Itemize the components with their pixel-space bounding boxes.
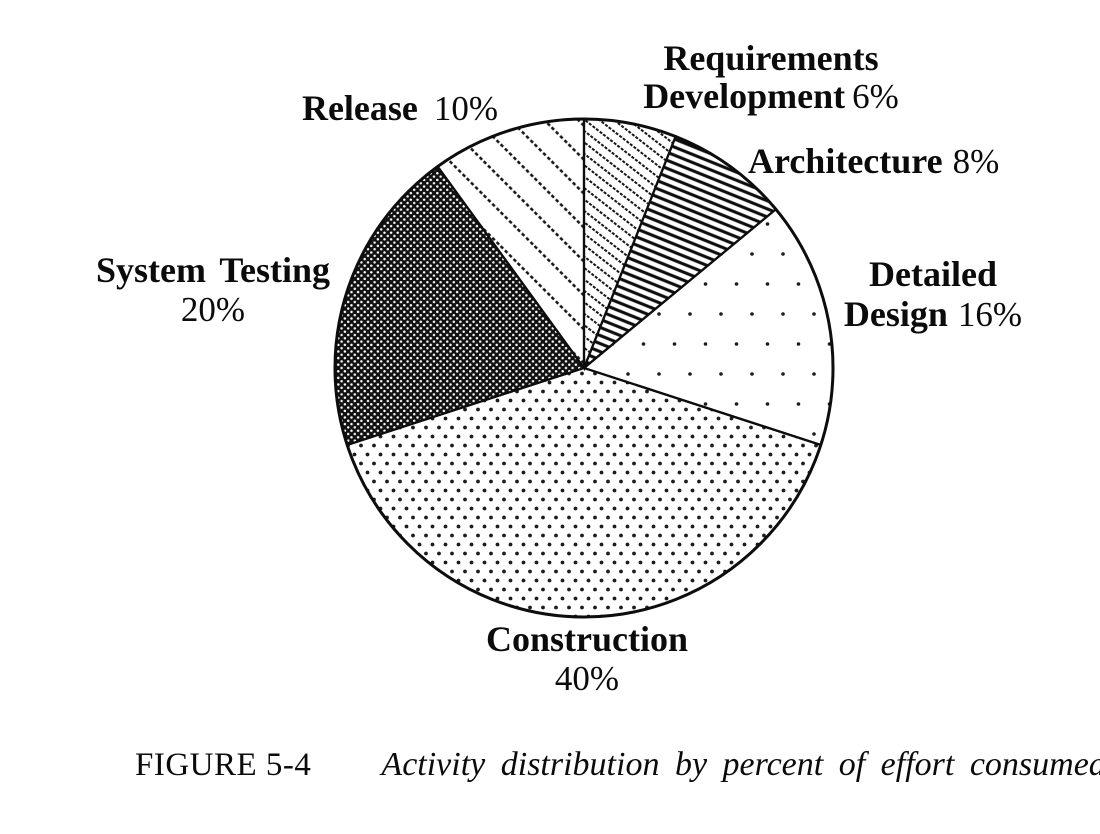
slice-percent: 40% [554, 659, 620, 699]
slice-label-system-testing: System Testing 20% [96, 250, 330, 330]
slice-percent: 16% [957, 295, 1023, 335]
slice-label-release: Release 10% [302, 88, 498, 128]
slice-label-text: System Testing [95, 250, 331, 290]
slice-percent: 20% [180, 290, 246, 330]
slice-label-text: Construction [485, 619, 689, 659]
pie-outline [333, 117, 835, 619]
pie-slices [333, 117, 835, 619]
slice-label-text: Development [643, 75, 846, 116]
slice-label-detailed-design: Detailed Design 16% [844, 254, 1022, 335]
figure-caption-text: Activity distribution by percent of effo… [381, 746, 1100, 783]
slice-percent: 10% [433, 89, 499, 128]
slice-label-text: Detailed [869, 254, 997, 294]
slice-label-construction: Construction 40% [486, 619, 688, 699]
figure-caption-label: FIGURE 5-4 [135, 747, 312, 783]
slice-percent: 6% [852, 76, 899, 116]
slice-percent: 8% [952, 142, 1000, 181]
slice-label-requirements-development: Requirements Development 6% [643, 38, 899, 116]
slice-label-text: Requirements [663, 38, 879, 78]
slice-label-text: Release [301, 88, 418, 128]
figure-caption: FIGURE 5-4 Activity distribution by perc… [135, 746, 1100, 784]
slice-label-architecture: Architecture 8% [748, 141, 999, 181]
slice-label-text: Architecture [748, 141, 943, 181]
slice-label-text: Design [843, 294, 948, 335]
